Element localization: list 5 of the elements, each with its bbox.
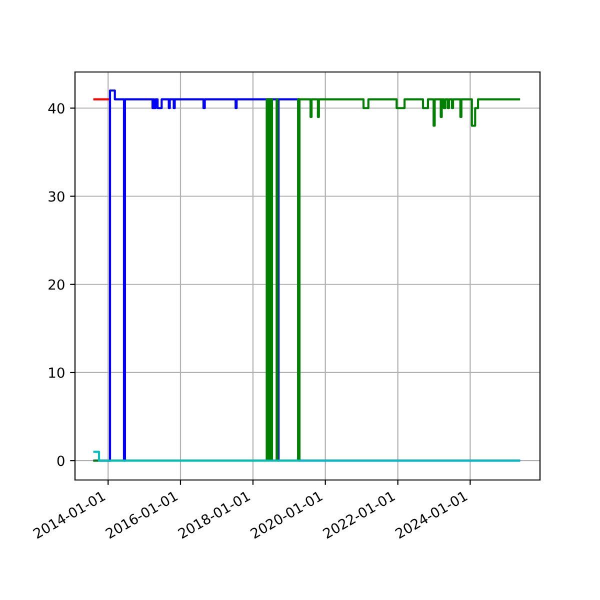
y-tick-label: 10 [49, 367, 64, 378]
y-tick-label: 20 [48, 279, 64, 290]
y-tick-label: 0 [57, 456, 64, 466]
y-tick-label: 30 [48, 191, 64, 202]
y-tick-label: 40 [48, 103, 64, 114]
